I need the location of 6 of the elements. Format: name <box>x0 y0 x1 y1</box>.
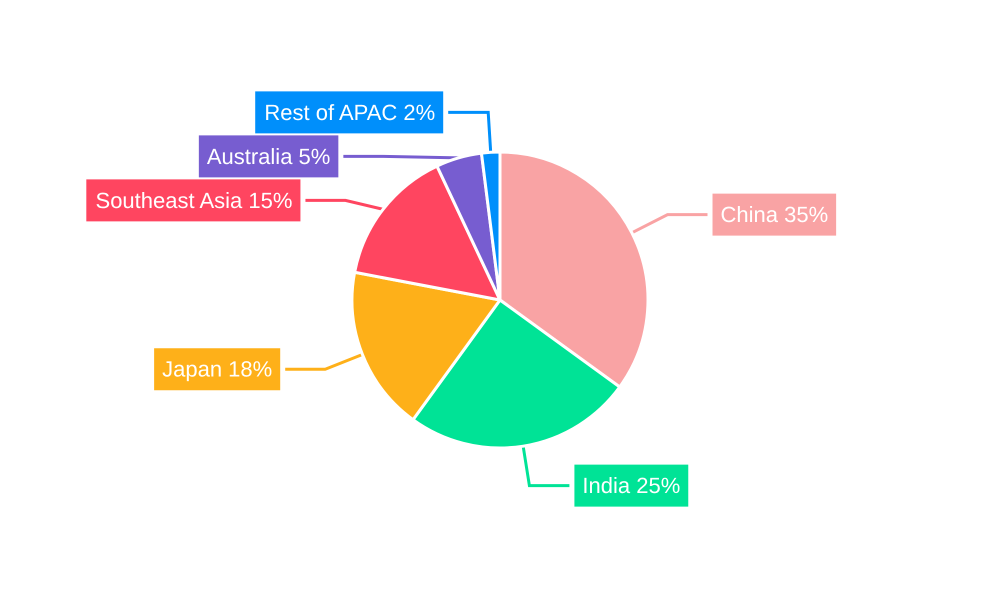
slice-label: Southeast Asia 15% <box>96 188 292 213</box>
slice-label: Rest of APAC 2% <box>264 100 436 125</box>
slice-label: Japan 18% <box>162 356 272 382</box>
slice-label: India 25% <box>582 473 680 498</box>
slice-label: China 35% <box>720 202 828 228</box>
slice-label: Australia 5% <box>206 144 330 169</box>
